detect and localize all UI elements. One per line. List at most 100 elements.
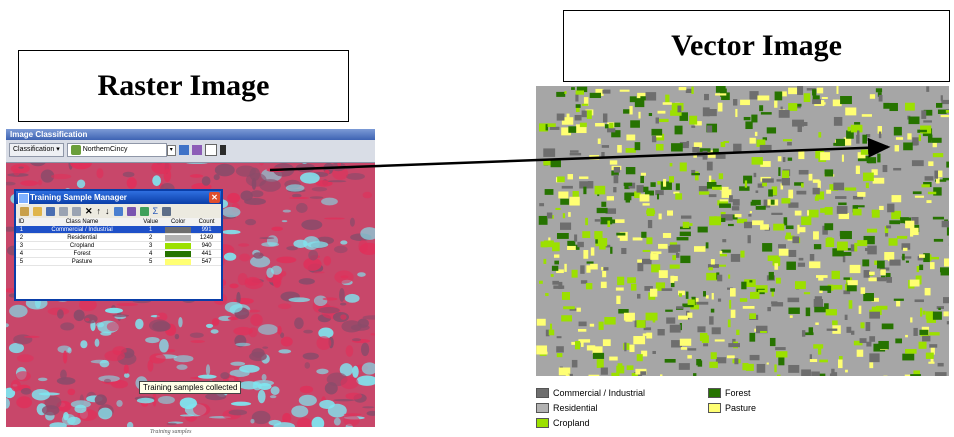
land-cover-patch <box>843 290 851 295</box>
land-cover-patch <box>836 86 839 94</box>
land-cover-patch <box>711 327 721 335</box>
delete-icon[interactable]: ✕ <box>85 205 93 216</box>
merge-icon[interactable] <box>59 206 68 216</box>
land-cover-patch <box>616 232 626 236</box>
column-header[interactable]: Class Name <box>26 218 138 226</box>
raster-texture-patch <box>301 219 323 231</box>
land-cover-patch <box>536 345 548 355</box>
raster-texture-patch <box>303 329 313 334</box>
raster-texture-patch <box>178 316 183 328</box>
land-cover-patch <box>707 125 713 133</box>
column-header[interactable]: Value <box>137 218 165 226</box>
land-cover-patch <box>650 288 658 297</box>
land-cover-patch <box>815 322 819 325</box>
folder-icon[interactable] <box>33 206 42 216</box>
land-cover-patch <box>712 148 719 155</box>
land-cover-patch <box>940 114 949 118</box>
land-cover-patch <box>723 140 730 144</box>
land-cover-patch <box>875 88 883 93</box>
land-cover-patch <box>774 91 783 101</box>
land-cover-patch <box>578 339 591 343</box>
land-cover-patch <box>679 162 687 172</box>
land-cover-patch <box>778 109 790 118</box>
raster-texture-patch <box>327 180 347 183</box>
land-cover-patch <box>718 173 724 180</box>
land-cover-patch <box>742 362 749 371</box>
classification-menu-button[interactable]: Classification ▾ <box>9 143 64 157</box>
land-cover-patch <box>665 94 670 103</box>
land-cover-patch <box>597 138 601 144</box>
layer-select[interactable]: NorthernCincy <box>66 143 167 157</box>
land-cover-patch <box>647 219 653 229</box>
table-row[interactable]: 2 Residential 2 1249 <box>16 233 221 242</box>
select-pointer-icon[interactable] <box>219 145 226 155</box>
raster-texture-patch <box>20 387 32 395</box>
histogram-icon[interactable] <box>126 206 136 216</box>
land-cover-patch <box>580 280 588 284</box>
table-row[interactable]: 3 Cropland 3 940 <box>16 241 221 250</box>
land-cover-patch <box>731 206 740 211</box>
raster-texture-patch <box>316 336 332 350</box>
land-cover-patch <box>744 279 756 287</box>
column-header[interactable]: Color <box>164 218 193 226</box>
land-cover-patch <box>585 283 593 290</box>
land-cover-patch <box>556 269 564 274</box>
land-cover-patch <box>879 205 884 210</box>
chevron-down-icon[interactable]: ▾ <box>166 144 176 156</box>
save-icon[interactable] <box>46 206 55 216</box>
histogram-icon[interactable] <box>191 145 202 155</box>
table-cell-count: 441 <box>192 249 221 258</box>
statistics-icon[interactable]: Σ <box>152 206 159 216</box>
land-cover-patch <box>930 256 940 260</box>
table-row[interactable]: 5 Pasture 5 547 <box>16 257 221 266</box>
land-cover-patch <box>832 320 838 326</box>
land-cover-patch <box>928 161 934 167</box>
raster-texture-patch <box>280 336 293 347</box>
raster-texture-patch <box>276 256 297 264</box>
raster-texture-patch <box>152 392 157 407</box>
scatterplot-icon[interactable] <box>139 206 149 216</box>
table-row[interactable]: 4 Forest 4 441 <box>16 249 221 258</box>
land-cover-patch <box>771 301 778 304</box>
color-swatch-cell <box>164 249 193 258</box>
land-cover-patch <box>710 308 715 313</box>
split-icon[interactable] <box>72 206 81 216</box>
column-header[interactable]: Count <box>192 218 221 226</box>
move-down-icon[interactable]: ↓ <box>105 206 110 216</box>
raster-texture-patch <box>262 346 269 349</box>
land-cover-patch <box>913 327 918 336</box>
land-cover-patch <box>819 290 823 294</box>
land-cover-patch <box>797 125 802 133</box>
sort-icon[interactable] <box>113 206 123 216</box>
land-cover-patch <box>770 288 776 292</box>
land-cover-patch <box>880 269 886 276</box>
land-cover-patch <box>536 318 546 326</box>
land-cover-patch <box>797 224 800 234</box>
open-icon[interactable] <box>20 206 29 216</box>
raster-texture-patch <box>163 168 172 183</box>
land-cover-patch <box>938 307 941 311</box>
move-up-icon[interactable]: ↑ <box>96 206 102 216</box>
land-cover-patch <box>651 135 657 143</box>
layer-select-value: NorthernCincy <box>82 146 128 153</box>
land-cover-patch <box>935 179 947 182</box>
land-cover-patch <box>827 237 833 241</box>
land-cover-patch <box>542 242 545 248</box>
land-cover-patch <box>778 357 785 366</box>
table-row[interactable]: 1 Commercial / Industrial 1 991 <box>16 226 221 234</box>
raster-texture-patch <box>79 298 97 312</box>
land-cover-patch <box>751 199 761 205</box>
land-cover-patch <box>931 137 942 143</box>
land-cover-patch <box>910 317 913 323</box>
draw-polygon-icon[interactable] <box>204 144 217 156</box>
column-header[interactable]: ID <box>16 218 27 226</box>
raster-texture-patch <box>233 326 253 336</box>
training-sample-manager-icon[interactable] <box>178 145 189 155</box>
land-cover-patch <box>903 217 912 224</box>
close-icon[interactable]: ✕ <box>209 192 220 203</box>
raster-texture-patch <box>197 374 217 379</box>
land-cover-patch <box>809 253 815 261</box>
land-cover-patch <box>796 190 807 195</box>
create-signature-icon[interactable] <box>162 206 172 216</box>
land-cover-patch <box>726 355 735 359</box>
